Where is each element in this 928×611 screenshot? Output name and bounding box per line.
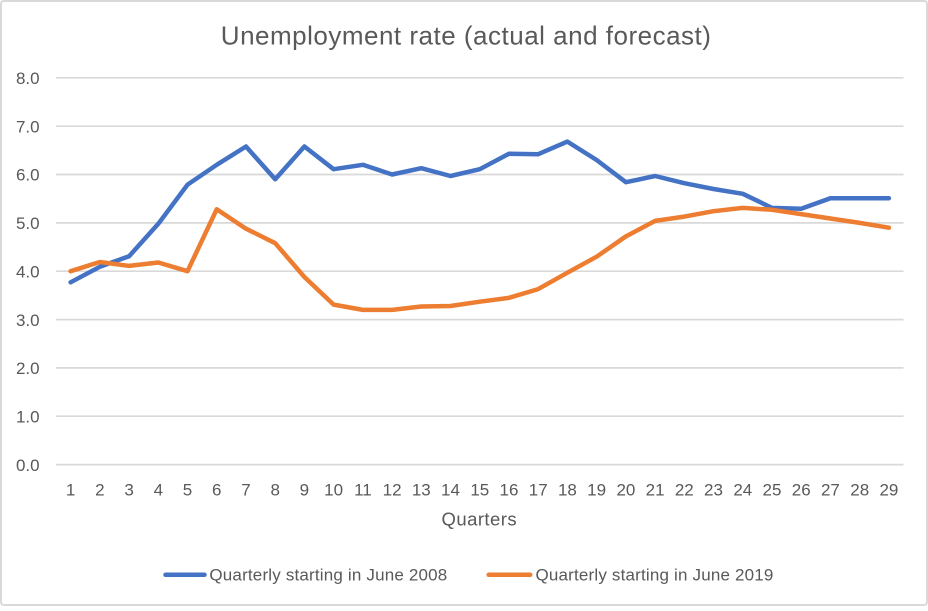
svg-text:28: 28 (850, 480, 869, 499)
svg-text:27: 27 (821, 480, 840, 499)
svg-text:19: 19 (587, 480, 606, 499)
svg-text:21: 21 (646, 480, 665, 499)
svg-text:25: 25 (763, 480, 782, 499)
svg-text:18: 18 (558, 480, 577, 499)
svg-text:4.0: 4.0 (16, 262, 40, 281)
svg-text:0.0: 0.0 (16, 456, 40, 475)
svg-text:29: 29 (879, 480, 898, 499)
svg-text:4: 4 (154, 480, 163, 499)
svg-text:11: 11 (354, 480, 372, 499)
svg-text:6: 6 (212, 480, 221, 499)
svg-text:2: 2 (95, 480, 104, 499)
svg-text:1.0: 1.0 (16, 407, 40, 426)
svg-text:7: 7 (241, 480, 250, 499)
svg-text:6.0: 6.0 (16, 166, 40, 185)
svg-text:3: 3 (124, 480, 133, 499)
svg-text:23: 23 (704, 480, 723, 499)
svg-text:10: 10 (324, 480, 343, 499)
svg-text:Quarterly starting in June 200: Quarterly starting in June 2008 (209, 566, 447, 585)
svg-text:1: 1 (66, 480, 75, 499)
svg-text:5.0: 5.0 (16, 214, 40, 233)
svg-text:12: 12 (383, 480, 402, 499)
svg-text:2.0: 2.0 (16, 359, 40, 378)
svg-text:14: 14 (441, 480, 460, 499)
svg-text:Unemployment rate (actual and: Unemployment rate (actual and forecast) (221, 21, 712, 51)
svg-text:8.0: 8.0 (16, 69, 40, 88)
svg-text:17: 17 (529, 480, 548, 499)
svg-text:5: 5 (183, 480, 192, 499)
svg-text:20: 20 (616, 480, 635, 499)
svg-text:8: 8 (270, 480, 279, 499)
svg-text:22: 22 (675, 480, 694, 499)
svg-text:Quarterly starting in June 201: Quarterly starting in June 2019 (536, 566, 774, 585)
svg-text:16: 16 (500, 480, 519, 499)
svg-text:Quarters: Quarters (442, 509, 518, 530)
svg-text:3.0: 3.0 (16, 311, 40, 330)
svg-text:15: 15 (470, 480, 489, 499)
svg-text:9: 9 (300, 480, 309, 499)
svg-text:26: 26 (792, 480, 811, 499)
svg-text:24: 24 (733, 480, 752, 499)
svg-text:7.0: 7.0 (16, 117, 40, 136)
svg-text:13: 13 (412, 480, 431, 499)
